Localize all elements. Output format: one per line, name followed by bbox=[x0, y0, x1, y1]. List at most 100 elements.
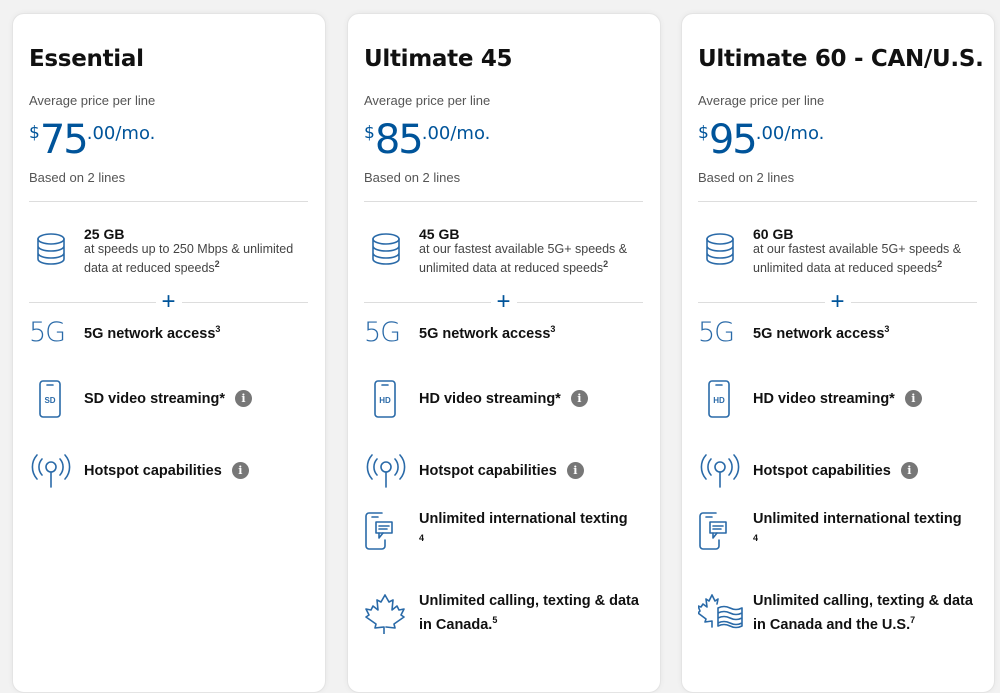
plan-name: Ultimate 45 bbox=[364, 46, 513, 72]
data-amount: 60 GB bbox=[753, 226, 794, 242]
feature-label: Unlimited international texting bbox=[419, 510, 628, 527]
data-desc-text: at speeds up to 250 Mbps & unlimited dat… bbox=[84, 242, 294, 276]
feature-text: 5G network access3 bbox=[84, 320, 220, 344]
hotspot-icon bbox=[29, 453, 84, 489]
feature-item: Unlimited calling, texting & data in Can… bbox=[698, 592, 984, 634]
5g-icon: 5G bbox=[364, 317, 419, 348]
price-dollars: 85 bbox=[374, 117, 424, 163]
feature-text: 5G network access3 bbox=[419, 320, 555, 344]
feature-label: HD video streaming* bbox=[419, 390, 561, 407]
footnote: 4 bbox=[753, 532, 759, 543]
info-icon[interactable]: i bbox=[231, 462, 249, 480]
plus-divider: + bbox=[29, 290, 308, 314]
feature-item: Unlimited international texting 4 bbox=[364, 510, 650, 553]
currency-symbol: $ bbox=[698, 123, 709, 143]
feature-item: 5G 5G network access3 bbox=[364, 317, 650, 348]
info-icon[interactable]: i bbox=[570, 390, 588, 408]
feature-text: HD video streaming* i bbox=[419, 390, 588, 409]
plan-card: Ultimate 60 - CAN/U.S. Average price per … bbox=[681, 13, 995, 693]
video-quality-label: HD bbox=[379, 396, 391, 405]
feature-label: SD video streaming* bbox=[84, 390, 226, 407]
footnote: 3 bbox=[550, 324, 556, 335]
feature-text: Unlimited calling, texting & data in Can… bbox=[419, 592, 650, 635]
plan-price: $75.00/mo. bbox=[29, 117, 155, 163]
feature-item: HD HD video streaming* i bbox=[364, 380, 650, 418]
data-description: at speeds up to 250 Mbps & unlimited dat… bbox=[84, 242, 315, 276]
info-icon[interactable]: i bbox=[904, 390, 922, 408]
footnote: 4 bbox=[419, 532, 425, 543]
data-text: 60 GB at our fastest available 5G+ speeds… bbox=[753, 226, 984, 276]
footnote: 7 bbox=[910, 614, 916, 625]
feature-text: 5G network access3 bbox=[753, 320, 889, 344]
5g-icon-text: 5G bbox=[698, 316, 735, 348]
based-on-lines: Based on 2 lines bbox=[364, 170, 461, 185]
phone-message-icon bbox=[698, 511, 753, 551]
price-cents-per-month: .00/mo. bbox=[421, 123, 491, 144]
based-on-lines: Based on 2 lines bbox=[698, 170, 795, 185]
feature-text: Hotspot capabilities i bbox=[84, 462, 249, 481]
footnote: 5 bbox=[492, 614, 498, 625]
plus-divider: + bbox=[364, 290, 643, 314]
feature-label: HD video streaming* bbox=[753, 390, 895, 407]
data-desc-text: at our fastest available 5G+ speeds & un… bbox=[419, 242, 628, 276]
feature-label: Hotspot capabilities bbox=[753, 462, 891, 479]
phone-message-icon bbox=[364, 511, 419, 551]
database-icon bbox=[29, 226, 84, 276]
data-amount: 45 GB bbox=[419, 226, 460, 242]
feature-item: 5G 5G network access3 bbox=[698, 316, 984, 348]
feature-label: 5G network access bbox=[84, 325, 216, 342]
feature-text: HD video streaming* i bbox=[753, 390, 922, 409]
plus-icon: + bbox=[824, 290, 851, 314]
plan-name: Ultimate 60 - CAN/U.S. bbox=[698, 46, 984, 72]
5g-icon: 5G bbox=[29, 317, 84, 348]
price-cents-per-month: .00/mo. bbox=[86, 123, 156, 144]
feature-label: Unlimited calling, texting & data in Can… bbox=[419, 592, 639, 633]
hd-video-phone-icon: HD bbox=[698, 379, 753, 419]
feature-item: Hotspot capabilities i bbox=[698, 454, 984, 488]
maple-leaf-icon bbox=[364, 592, 419, 634]
info-icon[interactable]: i bbox=[900, 462, 918, 480]
info-icon[interactable]: i bbox=[566, 462, 584, 480]
average-price-label: Average price per line bbox=[364, 93, 491, 108]
info-icon[interactable]: i bbox=[235, 390, 253, 408]
footnote: 2 bbox=[937, 259, 943, 269]
sd-video-phone-icon: SD bbox=[29, 379, 84, 419]
plan-price: $95.00/mo. bbox=[698, 117, 824, 163]
footnote: 2 bbox=[214, 259, 220, 269]
average-price-label: Average price per line bbox=[698, 93, 825, 108]
divider bbox=[29, 201, 308, 202]
average-price-label: Average price per line bbox=[29, 93, 156, 108]
feature-label: Unlimited calling, texting & data in Can… bbox=[753, 592, 973, 633]
feature-item: Hotspot capabilities i bbox=[364, 454, 650, 488]
maple-leaf-us-flag-icon bbox=[698, 592, 753, 634]
price-dollars: 75 bbox=[39, 117, 89, 163]
based-on-lines: Based on 2 lines bbox=[29, 170, 126, 185]
data-desc-text: at our fastest available 5G+ speeds & un… bbox=[753, 242, 962, 276]
data-text: 25 GB at speeds up to 250 Mbps & unlimite… bbox=[84, 226, 315, 276]
feature-text: Unlimited international texting 4 bbox=[419, 510, 628, 553]
currency-symbol: $ bbox=[364, 123, 375, 143]
plan-price: $85.00/mo. bbox=[364, 117, 490, 163]
feature-label: Hotspot capabilities bbox=[419, 462, 557, 479]
data-feature: 25 GB at speeds up to 250 Mbps & unlimite… bbox=[29, 226, 315, 276]
database-icon bbox=[698, 226, 753, 276]
data-feature: 60 GB at our fastest available 5G+ speeds… bbox=[698, 226, 984, 276]
video-quality-label: SD bbox=[44, 396, 55, 405]
footnote: 3 bbox=[884, 324, 890, 335]
video-quality-label: HD bbox=[713, 396, 725, 405]
feature-text: SD video streaming* i bbox=[84, 390, 253, 409]
data-amount: 25 GB bbox=[84, 226, 125, 242]
plus-icon: + bbox=[155, 290, 182, 314]
plan-card: Ultimate 45 Average price per line $85.00/… bbox=[347, 13, 661, 693]
footnote: 3 bbox=[215, 324, 221, 335]
feature-item: SD SD video streaming* i bbox=[29, 380, 315, 418]
data-description: at our fastest available 5G+ speeds & un… bbox=[419, 242, 650, 276]
feature-item: Unlimited calling, texting & data in Can… bbox=[364, 592, 650, 634]
5g-icon-text: 5G bbox=[364, 316, 401, 348]
divider bbox=[364, 201, 643, 202]
feature-label: 5G network access bbox=[753, 325, 885, 342]
feature-text: Hotspot capabilities i bbox=[419, 462, 584, 481]
currency-symbol: $ bbox=[29, 123, 40, 143]
plus-divider: + bbox=[698, 290, 977, 314]
price-dollars: 95 bbox=[708, 117, 758, 163]
